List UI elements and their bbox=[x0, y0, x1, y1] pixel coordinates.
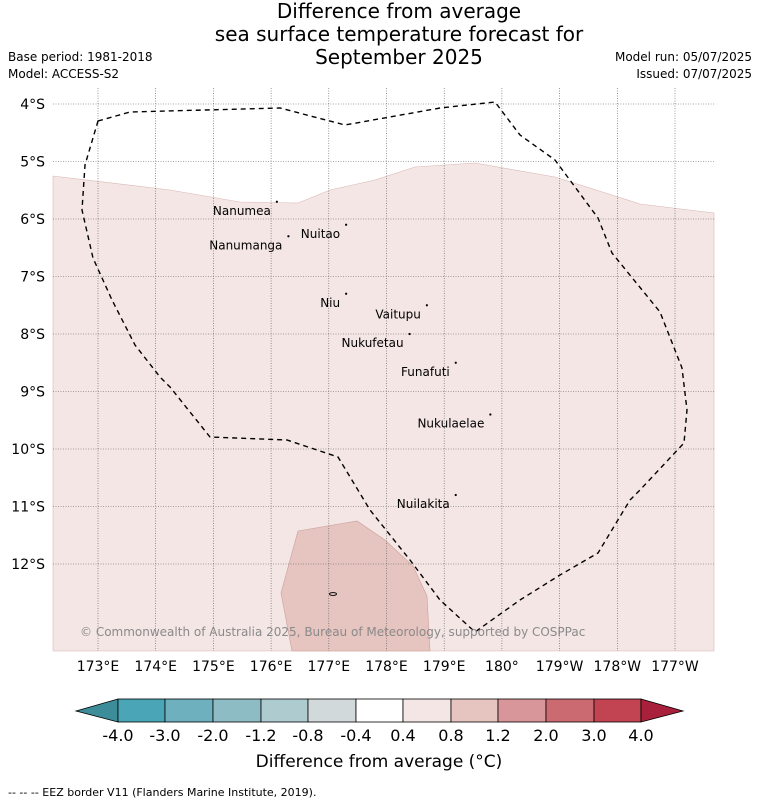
lat-tick-label: 7°S bbox=[20, 270, 45, 286]
colorbar-tick-label: -2.0 bbox=[197, 726, 228, 745]
lon-tick-label: 177°W bbox=[651, 659, 699, 675]
place-label: Funafuti bbox=[401, 365, 450, 379]
colorbar-tick-label: -0.8 bbox=[292, 726, 323, 745]
colorbar-segment bbox=[307, 698, 357, 723]
lon-tick-label: 173°E bbox=[77, 659, 120, 675]
colorbar-segment bbox=[117, 698, 166, 723]
lon-tick-label: 174°E bbox=[134, 659, 177, 675]
title-line3: September 2025 bbox=[315, 45, 483, 69]
colorbar-segment bbox=[355, 698, 404, 723]
colorbar-segment bbox=[260, 698, 309, 723]
meta-right: Model run: 05/07/2025 Issued: 07/07/2025 bbox=[615, 49, 752, 83]
copyright-text: © Commonwealth of Australia 2025, Bureau… bbox=[80, 625, 585, 639]
island-marker bbox=[345, 292, 348, 295]
lon-tick-label: 180° bbox=[485, 659, 519, 675]
lat-tick-label: 10°S bbox=[11, 442, 45, 458]
base-period: Base period: 1981-2018 bbox=[8, 50, 153, 64]
colorbar-tick-label: 1.2 bbox=[485, 726, 510, 745]
lat-tick-label: 6°S bbox=[20, 212, 45, 228]
colorbar-segment bbox=[212, 698, 262, 723]
lat-tick-label: 11°S bbox=[11, 500, 45, 516]
map-title: Difference from average sea surface temp… bbox=[0, 0, 758, 69]
place-label: Vaitupu bbox=[375, 307, 421, 321]
lon-tick-label: 178°E bbox=[365, 659, 408, 675]
anomaly-area-0.8-1.2 bbox=[280, 520, 431, 652]
colorbar-tick-label: 4.0 bbox=[628, 726, 653, 745]
colorbar-segment bbox=[164, 698, 214, 723]
island-marker bbox=[454, 361, 457, 364]
title-line1: Difference from average bbox=[276, 0, 522, 23]
colorbar-tick-label: 2.0 bbox=[533, 726, 558, 745]
island-marker bbox=[287, 235, 290, 238]
lon-tick-label: 177°E bbox=[308, 659, 351, 675]
colorbar-extend-low bbox=[74, 698, 119, 723]
anomaly-area-0.4-0.8 bbox=[52, 162, 715, 652]
island-marker bbox=[454, 493, 457, 497]
colorbar-segment bbox=[450, 698, 499, 723]
colorbar-tick-label: 3.0 bbox=[581, 726, 606, 745]
place-label: Nukufetau bbox=[342, 336, 404, 350]
colorbar-tick-label: -3.0 bbox=[149, 726, 180, 745]
eez-border bbox=[81, 101, 688, 633]
colorbar-extend-high bbox=[640, 698, 685, 723]
lon-tick-label: 176°E bbox=[250, 659, 293, 675]
colorbar-tick-label: -4.0 bbox=[102, 726, 133, 745]
colorbar-segment bbox=[545, 698, 595, 723]
lat-tick-label: 9°S bbox=[20, 385, 45, 401]
colorbar-segment bbox=[402, 698, 452, 723]
colorbar-tick-label: -1.2 bbox=[245, 726, 276, 745]
island-marker bbox=[489, 413, 492, 416]
colorbar-title: Difference from average (°C) bbox=[255, 752, 503, 772]
colorbar-segment bbox=[593, 698, 642, 723]
place-label: Nanumanga bbox=[209, 238, 282, 252]
place-label: Nukulaelae bbox=[417, 417, 484, 431]
place-label: Niu bbox=[320, 296, 340, 310]
lon-tick-label: 179°E bbox=[423, 659, 466, 675]
lon-tick-label: 179°W bbox=[536, 659, 584, 675]
lat-tick-label: 4°S bbox=[20, 97, 45, 113]
colorbar-tick-label: 0.8 bbox=[438, 726, 463, 745]
title-line2: sea surface temperature forecast for bbox=[214, 22, 584, 46]
island-marker bbox=[345, 223, 348, 226]
place-label: Nanumea bbox=[213, 204, 271, 218]
place-label: Nuitao bbox=[301, 227, 340, 241]
model-name: Model: ACCESS-S2 bbox=[8, 67, 120, 81]
reef-marker bbox=[329, 592, 337, 596]
island-marker bbox=[408, 332, 411, 336]
model-run: Model run: 05/07/2025 bbox=[614, 50, 752, 64]
eez-note: -- -- -- EEZ border V11 (Flanders Marine… bbox=[8, 786, 317, 799]
place-label: Nuilakita bbox=[397, 497, 450, 511]
issued-date: Issued: 07/07/2025 bbox=[636, 67, 752, 81]
colorbar-tick-label: -0.4 bbox=[340, 726, 371, 745]
colorbar-tick-label: 0.4 bbox=[390, 726, 415, 745]
island-marker bbox=[275, 200, 278, 203]
meta-left: Base period: 1981-2018 Model: ACCESS-S2 bbox=[8, 49, 153, 83]
lon-tick-label: 175°E bbox=[192, 659, 235, 675]
lat-tick-label: 5°S bbox=[20, 155, 45, 171]
lat-tick-label: 8°S bbox=[20, 327, 45, 343]
colorbar-segment bbox=[497, 698, 547, 723]
island-marker bbox=[425, 304, 428, 307]
lat-tick-label: 12°S bbox=[11, 557, 45, 573]
lon-tick-label: 178°W bbox=[594, 659, 642, 675]
